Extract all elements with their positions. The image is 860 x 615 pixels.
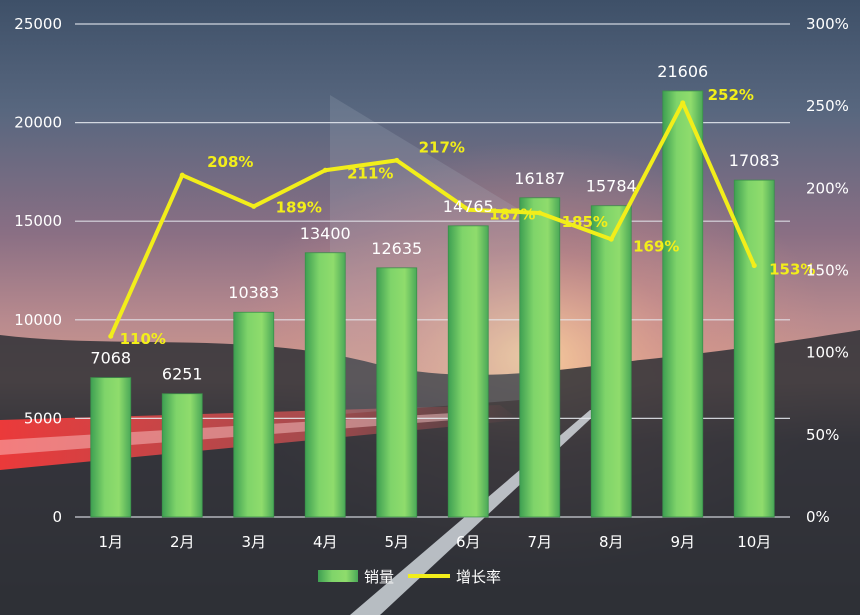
bar-series (90, 90, 775, 518)
y-left-tick-label: 20000 (14, 114, 62, 132)
bar-value-label: 15784 (586, 177, 637, 196)
y-left-tick-label: 5000 (24, 409, 62, 427)
bar-1 (90, 377, 132, 518)
line-point (537, 210, 543, 216)
bar-value-label: 13400 (300, 224, 351, 243)
line-value-label: 169% (633, 237, 679, 255)
legend-label-bar: 销量 (364, 568, 394, 586)
bar-value-label: 10383 (228, 283, 279, 302)
data-labels: 7068 6251 10383 13400 12635 14765 16187 15784 21… (90, 62, 815, 384)
axes: 0 5000 10000 15000 20000 25000 0% 50% 100% 150% 20… (14, 15, 849, 551)
x-tick-label: 10月 (737, 533, 771, 551)
y-right-tick-label: 150% (806, 262, 849, 280)
y-left-tick-label: 25000 (14, 15, 62, 33)
legend-swatch-bar (318, 570, 358, 582)
bar-3 (233, 311, 275, 518)
bar-7 (519, 197, 561, 518)
line-series (108, 100, 757, 339)
y-right-tick-label: 200% (806, 179, 849, 197)
x-tick-label: 6月 (456, 533, 481, 551)
growth-rate-line (108, 100, 757, 338)
line-value-label: 185% (562, 213, 608, 231)
bar-6 (447, 225, 489, 518)
y-right-tick-label: 0% (806, 508, 830, 526)
y-right-tick-label: 50% (806, 426, 839, 444)
x-tick-label: 7月 (527, 533, 552, 551)
y-right-tick-label: 300% (806, 15, 849, 33)
line-point (608, 236, 614, 242)
y-left-tick-label: 15000 (14, 212, 62, 230)
line-point (251, 203, 257, 209)
bar-value-label: 16187 (514, 169, 565, 188)
line-value-label: 217% (419, 138, 465, 156)
y-left-tick-label: 10000 (14, 311, 62, 329)
bar-value-label: 12635 (371, 239, 422, 258)
bar-8 (590, 205, 632, 518)
bar-value-label: 17083 (729, 151, 780, 170)
line-value-label: 153% (769, 261, 815, 279)
bar-value-label: 7068 (90, 349, 131, 368)
bar-value-label: 21606 (657, 62, 708, 81)
x-tick-label: 4月 (313, 533, 338, 551)
line-value-label: 208% (207, 153, 253, 171)
bar-5 (376, 267, 418, 518)
legend-label-line: 增长率 (456, 568, 501, 586)
x-tick-label: 5月 (384, 533, 409, 551)
bar-9 (662, 90, 704, 518)
y-right-tick-label: 100% (806, 344, 849, 362)
bar-2 (161, 393, 203, 518)
line-point (680, 100, 686, 106)
line-value-label: 187% (489, 206, 535, 224)
x-tick-label: 8月 (599, 533, 624, 551)
y-left-tick-label: 0 (52, 508, 62, 526)
line-point (394, 157, 400, 163)
line-point (322, 167, 328, 173)
bar-value-label: 14765 (443, 197, 494, 216)
line-point (465, 207, 471, 213)
line-value-label: 110% (120, 330, 166, 348)
line-point (751, 263, 757, 269)
line-point (108, 333, 114, 339)
bar-4 (304, 252, 346, 518)
y-right-tick-label: 250% (806, 97, 849, 115)
line-value-label: 252% (708, 86, 754, 104)
x-tick-label: 3月 (241, 533, 266, 551)
line-value-label: 211% (347, 164, 393, 182)
line-point (179, 172, 185, 178)
line-value-label: 189% (276, 198, 322, 216)
x-tick-label: 9月 (670, 533, 695, 551)
bar-value-label: 6251 (162, 365, 203, 384)
x-tick-label: 1月 (98, 533, 123, 551)
x-tick-label: 2月 (170, 533, 195, 551)
legend: 销量 增长率 (318, 568, 501, 586)
